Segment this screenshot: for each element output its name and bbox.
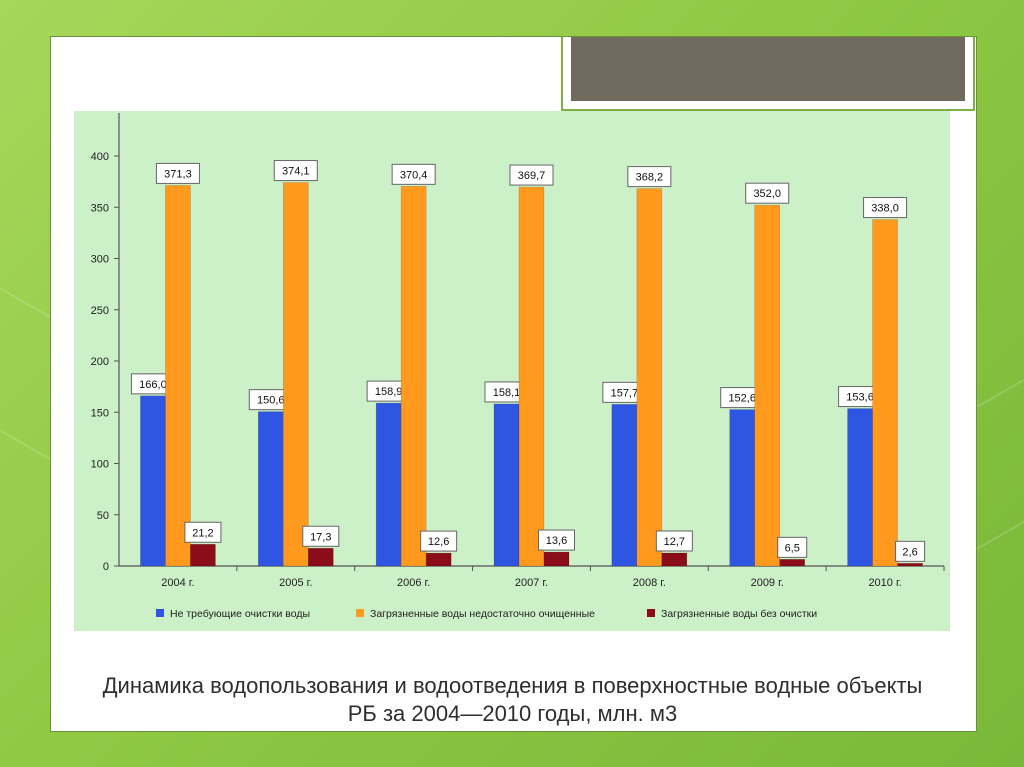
data-label: 352,0 [753, 188, 781, 200]
data-label: 374,1 [282, 166, 310, 178]
data-label-box [302, 525, 340, 547]
bar [425, 552, 452, 567]
bar [140, 395, 166, 567]
y-tick-label: 50 [97, 510, 109, 522]
bar [543, 551, 570, 567]
data-label-box [895, 540, 926, 562]
data-label-box [155, 162, 200, 184]
bar [847, 408, 873, 567]
bar [375, 402, 402, 567]
bar [165, 185, 191, 567]
legend-label: Загрязненные воды без очистки [661, 608, 817, 620]
data-label-box [184, 521, 222, 543]
data-label-box [627, 166, 672, 188]
bar [308, 548, 334, 567]
y-tick-label: 100 [91, 459, 109, 471]
data-label: 152,6 [728, 393, 756, 405]
y-tick-label: 200 [91, 356, 109, 368]
y-tick-label: 350 [91, 202, 109, 214]
bar [190, 544, 216, 567]
x-tick-label: 2007 г. [515, 577, 548, 589]
data-label: 21,2 [192, 527, 213, 539]
data-label-box [420, 530, 458, 552]
data-label-box [538, 529, 575, 551]
data-label: 368,2 [636, 172, 664, 184]
bar [897, 563, 923, 567]
bar [518, 186, 545, 567]
data-label: 150,6 [257, 395, 285, 407]
x-tick-label: 2006 г. [397, 577, 430, 589]
y-tick-label: 250 [91, 305, 109, 317]
data-label: 158,1 [493, 387, 521, 399]
y-tick-label: 400 [91, 151, 109, 163]
data-label: 12,7 [664, 536, 685, 548]
bar [493, 403, 520, 567]
bar [611, 404, 638, 567]
legend-swatch [156, 609, 164, 617]
bar [872, 219, 898, 567]
legend-swatch [356, 609, 364, 617]
data-label: 166,0 [139, 379, 167, 391]
slide-caption: Динамика водопользования и водоотведения… [50, 672, 975, 728]
data-label: 153,6 [846, 392, 874, 404]
data-label-box [655, 530, 693, 552]
data-label-box [273, 160, 318, 182]
data-label: 157,7 [611, 387, 639, 399]
bar [754, 204, 780, 567]
legend-label: Не требующие очистки воды [170, 608, 310, 620]
bar [661, 552, 688, 567]
x-tick-label: 2008 г. [633, 577, 666, 589]
data-label-box [509, 164, 554, 186]
bar [779, 559, 805, 567]
data-label: 6,5 [785, 542, 800, 554]
data-label-box [777, 536, 808, 558]
data-label: 369,7 [518, 170, 546, 182]
data-label: 371,3 [164, 168, 192, 180]
y-tick-label: 0 [103, 561, 109, 573]
x-tick-label: 2004 г. [161, 577, 194, 589]
data-label-box [391, 163, 436, 185]
data-label: 17,3 [310, 531, 331, 543]
bar [636, 188, 663, 567]
x-tick-label: 2010 г. [868, 577, 901, 589]
data-label: 338,0 [871, 203, 899, 215]
data-label: 2,6 [902, 546, 917, 558]
y-tick-label: 300 [91, 254, 109, 266]
bar [258, 411, 284, 567]
chart-panel: 0 50 100 150 200 250 300 350 400 2004 г. 166,0 371,… [74, 111, 950, 631]
caption-line-1: Динамика водопользования и водоотведения… [102, 673, 923, 698]
legend-box [149, 601, 849, 627]
bar [400, 186, 427, 567]
data-label-box [745, 182, 790, 204]
data-label-box [863, 197, 908, 219]
bar [729, 409, 755, 567]
title-bar [571, 37, 965, 101]
y-tick-label: 150 [91, 407, 109, 419]
data-label: 13,6 [546, 535, 567, 547]
bar-chart: 0 50 100 150 200 250 300 350 400 2004 г. 166,0 371,… [91, 113, 945, 627]
x-tick-label: 2009 г. [751, 577, 784, 589]
data-label: 158,9 [375, 386, 403, 398]
title-placeholder [561, 37, 975, 111]
data-label: 12,6 [428, 536, 449, 548]
x-tick-label: 2005 г. [279, 577, 312, 589]
data-label: 370,4 [400, 169, 428, 181]
caption-line-2: РБ за 2004—2010 годы, млн. м3 [347, 701, 678, 726]
legend-label: Загрязненные воды недостаточно очищенные [370, 608, 595, 620]
bar [283, 182, 309, 567]
legend-swatch [647, 609, 655, 617]
